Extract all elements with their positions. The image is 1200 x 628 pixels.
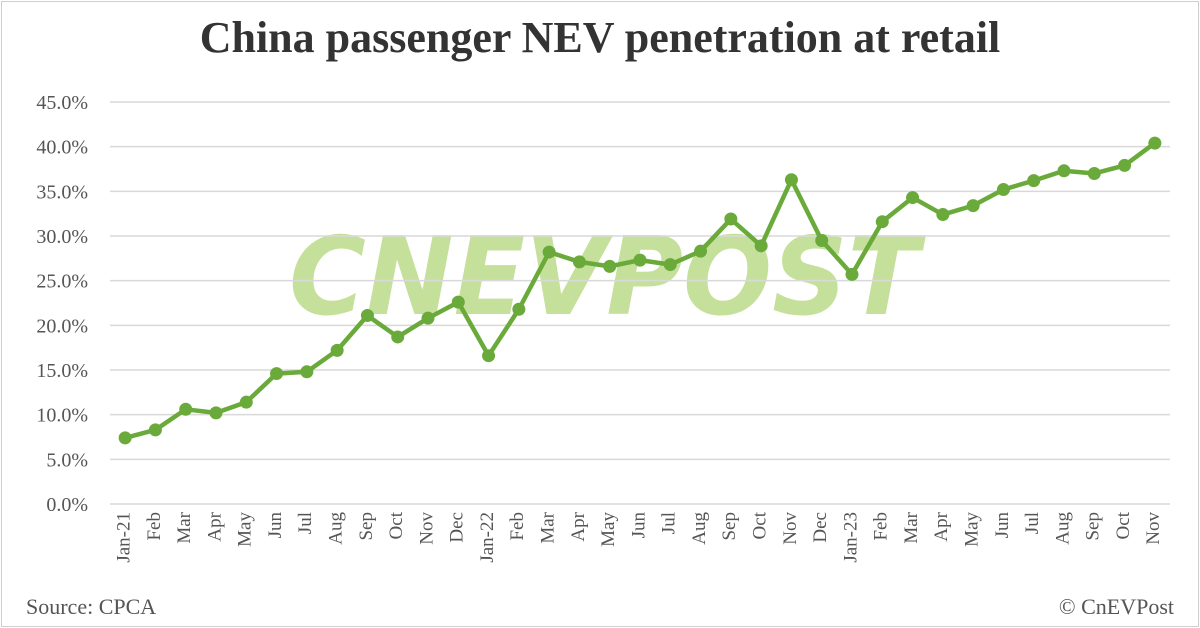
data-point	[239, 395, 253, 409]
x-tick-label: Oct	[750, 511, 771, 539]
data-point	[694, 244, 708, 258]
y-tick-label: 15.0%	[36, 360, 88, 382]
data-point	[845, 267, 859, 281]
x-tick-label: May	[962, 512, 983, 547]
data-point	[451, 295, 465, 309]
y-tick-label: 5.0%	[46, 449, 88, 471]
data-point	[118, 431, 132, 445]
data-point	[542, 245, 556, 259]
x-tick-label: Jan-22	[477, 512, 498, 563]
x-tick-label: Apr	[204, 511, 225, 541]
x-tick-label: Jul	[295, 512, 316, 534]
x-tick-label: May	[235, 512, 256, 547]
x-tick-label: Feb	[144, 512, 165, 541]
x-tick-label: Mar	[901, 511, 922, 543]
data-point	[603, 259, 617, 273]
data-point	[784, 173, 798, 187]
data-point	[148, 423, 162, 437]
x-tick-label: Sep	[1083, 512, 1104, 541]
x-tick-label: Jun	[992, 512, 1013, 539]
x-tick-label: Sep	[719, 512, 740, 541]
x-tick-label: Dec	[447, 512, 468, 543]
x-tick-label: Nov	[780, 512, 801, 545]
y-tick-label: 25.0%	[36, 271, 88, 293]
data-point	[724, 212, 738, 226]
data-point	[300, 365, 314, 379]
x-tick-label: Jan-23	[840, 512, 861, 563]
data-point	[996, 183, 1010, 197]
x-tick-label: Jul	[659, 512, 680, 534]
x-tick-label: Jan-21	[114, 512, 135, 563]
x-tick-label: Mar	[174, 511, 195, 543]
data-point	[906, 191, 920, 205]
data-point	[330, 343, 344, 357]
y-tick-label: 20.0%	[36, 315, 88, 337]
x-tick-label: Oct	[386, 511, 407, 539]
x-tick-label: Dec	[810, 512, 831, 543]
x-tick-label: Apr	[931, 511, 952, 541]
data-point	[572, 255, 586, 269]
data-point	[179, 402, 193, 416]
x-tick-label: Feb	[871, 512, 892, 541]
copyright-note: © CnEVPost	[1058, 594, 1174, 619]
source-note: Source: CPCA	[26, 594, 157, 619]
x-tick-label: Jul	[1022, 512, 1043, 534]
y-tick-label: 35.0%	[36, 181, 88, 203]
data-point	[482, 349, 496, 363]
y-tick-label: 45.0%	[36, 92, 88, 114]
data-point	[633, 253, 647, 267]
data-point	[936, 208, 950, 222]
x-tick-label: Mar	[538, 511, 559, 543]
chart-title: China passenger NEV penetration at retai…	[199, 13, 1001, 62]
x-tick-label: Aug	[1052, 512, 1073, 545]
data-point	[754, 239, 768, 253]
y-tick-label: 10.0%	[36, 405, 88, 427]
x-tick-label: May	[598, 512, 619, 547]
x-tick-label: Nov	[1143, 512, 1164, 545]
data-point	[663, 258, 677, 272]
data-point	[815, 233, 829, 247]
y-tick-label: 40.0%	[36, 137, 88, 159]
x-tick-label: Jun	[265, 512, 286, 539]
data-point	[209, 406, 223, 420]
data-point	[360, 309, 374, 323]
data-point	[421, 311, 435, 325]
x-tick-label: Feb	[507, 512, 528, 541]
x-tick-label: Oct	[1113, 511, 1134, 539]
x-tick-label: Aug	[689, 512, 710, 545]
y-tick-label: 30.0%	[36, 226, 88, 248]
x-tick-label: Nov	[416, 512, 437, 545]
data-point	[1118, 158, 1132, 172]
data-point	[512, 302, 526, 316]
x-tick-label: Apr	[568, 511, 589, 541]
data-point	[1087, 166, 1101, 180]
x-tick-label: Sep	[356, 512, 377, 541]
data-point	[1057, 164, 1071, 178]
data-point	[391, 330, 405, 344]
x-tick-label: Jun	[628, 512, 649, 539]
data-point	[1148, 136, 1162, 150]
x-tick-label: Aug	[326, 512, 347, 545]
data-point	[270, 367, 284, 381]
data-point	[1027, 174, 1041, 188]
data-point	[875, 215, 889, 229]
data-point	[966, 199, 980, 213]
watermark-logo: CNEVPOST	[289, 215, 926, 340]
y-tick-label: 0.0%	[46, 494, 88, 516]
